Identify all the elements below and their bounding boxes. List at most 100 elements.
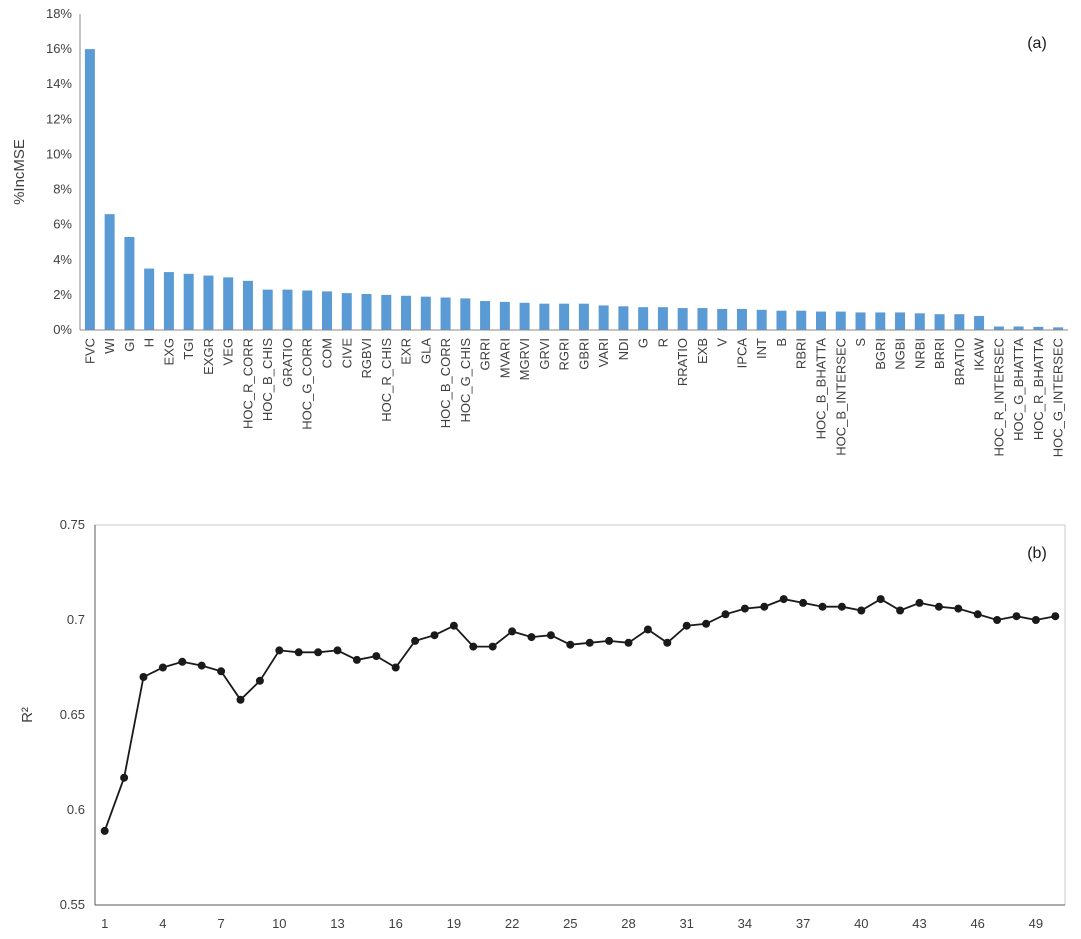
bar [242,280,253,330]
bar [875,312,886,330]
bar [835,311,846,330]
x-category-label: MVARI [497,338,512,378]
bar [163,272,174,330]
y-tick-label: 0.75 [60,517,85,532]
x-category-label: EXB [695,338,710,364]
data-point [372,652,381,661]
y-tick-label: 4% [53,252,72,267]
bar [934,314,945,330]
bar [657,307,668,330]
bar-chart-canvas: 0% 2% 4% 6% 8% 10% 12% 14% 16% 18% FVC WI GI H EXG TGI… [11,6,1068,457]
x-category-label: HOC_B_CHIS [260,338,275,421]
bar [914,313,925,330]
x-category-label: EXGR [201,338,216,375]
y-tick-label: 0.7 [67,612,85,627]
bar [361,294,372,330]
data-point [314,648,323,657]
x-category-label: INT [754,338,769,359]
bar [618,306,629,330]
data-point [120,773,129,782]
bar [401,295,412,330]
x-category-label: RRATIO [675,338,690,386]
x-category-label: VARI [596,338,611,367]
data-point [469,642,478,651]
y-tick-label: 0.65 [60,707,85,722]
x-category-label: HOC_R_CHIS [379,338,394,422]
bar [282,289,293,330]
x-category-label: IKAW [972,337,987,370]
x-tick-label: 1 [101,916,108,931]
data-point [411,636,420,645]
data-point [197,661,206,670]
bar [895,312,906,330]
x-category-label: HOC_B_CORR [438,338,453,428]
bar [776,310,787,330]
bar [717,308,728,330]
panel-b-line-chart: 0.55 0.6 0.65 0.7 0.75 1 4 7 10 13 16 19 22 25 28 31 34… [0,492,1081,939]
bar [499,301,510,330]
data-point [275,646,284,655]
x-category-label: EXG [161,338,176,365]
y-axis-ticks: 0.55 0.6 0.65 0.7 0.75 [60,517,85,912]
x-category-label: TGI [181,338,196,360]
data-point [663,638,672,647]
y-tick-label: 8% [53,182,72,197]
x-tick-label: 7 [217,916,224,931]
y-tick-label: 0.6 [67,802,85,817]
bar [341,293,352,330]
axes [79,14,1068,331]
bar [420,296,431,330]
x-category-label: BRRI [932,338,947,369]
x-tick-label: 4 [159,916,166,931]
data-point [993,616,1002,624]
x-category-label: RBRI [794,338,809,369]
y-tick-label: 10% [46,146,72,161]
data-point [779,595,788,604]
x-category-label: GRRI [478,338,493,371]
bar [796,310,807,330]
line-chart-canvas: 0.55 0.6 0.65 0.7 0.75 1 4 7 10 13 16 19 22 25 28 31 34… [19,517,1066,931]
x-category-label: RGRI [557,338,572,371]
data-point [178,657,187,666]
x-tick-label: 25 [563,916,577,931]
bar-series [84,49,1064,331]
data-point [799,598,808,607]
x-category-label: S [853,338,868,347]
data-point [546,631,555,640]
data-point [954,604,963,613]
bar [183,273,194,330]
bar [84,49,95,331]
bar [322,291,332,330]
x-category-label: MGRVI [517,338,532,380]
data-point [508,627,517,636]
x-category-label: GRVI [537,338,552,370]
bar [677,308,688,330]
x-category-label: HOC_B_INTERSEC [833,338,848,456]
data-point [605,636,614,645]
bar [974,315,985,330]
bar [559,303,570,330]
y-tick-label: 2% [53,287,72,302]
data-point [721,610,730,619]
bar [460,298,471,330]
bar [697,308,708,330]
x-tick-label: 10 [272,916,286,931]
panel-a-bar-chart: 0% 2% 4% 6% 8% 10% 12% 14% 16% 18% FVC WI GI H EXG TGI… [11,6,1068,457]
panel-a-label: (a) [1027,35,1047,52]
data-point [352,655,361,664]
bar [855,312,866,330]
data-point [527,633,536,642]
data-point [973,610,982,619]
plot-frame [94,524,1066,906]
x-tick-label: 49 [1029,916,1043,931]
x-tick-label: 37 [796,916,810,931]
bar [993,326,1004,330]
bar [203,275,214,330]
bar [1053,327,1064,330]
data-point [294,648,303,657]
x-tick-label: 34 [738,916,752,931]
bar [144,268,155,330]
x-category-label: B [774,338,789,347]
x-category-label: H [142,338,157,347]
bar [104,214,115,330]
